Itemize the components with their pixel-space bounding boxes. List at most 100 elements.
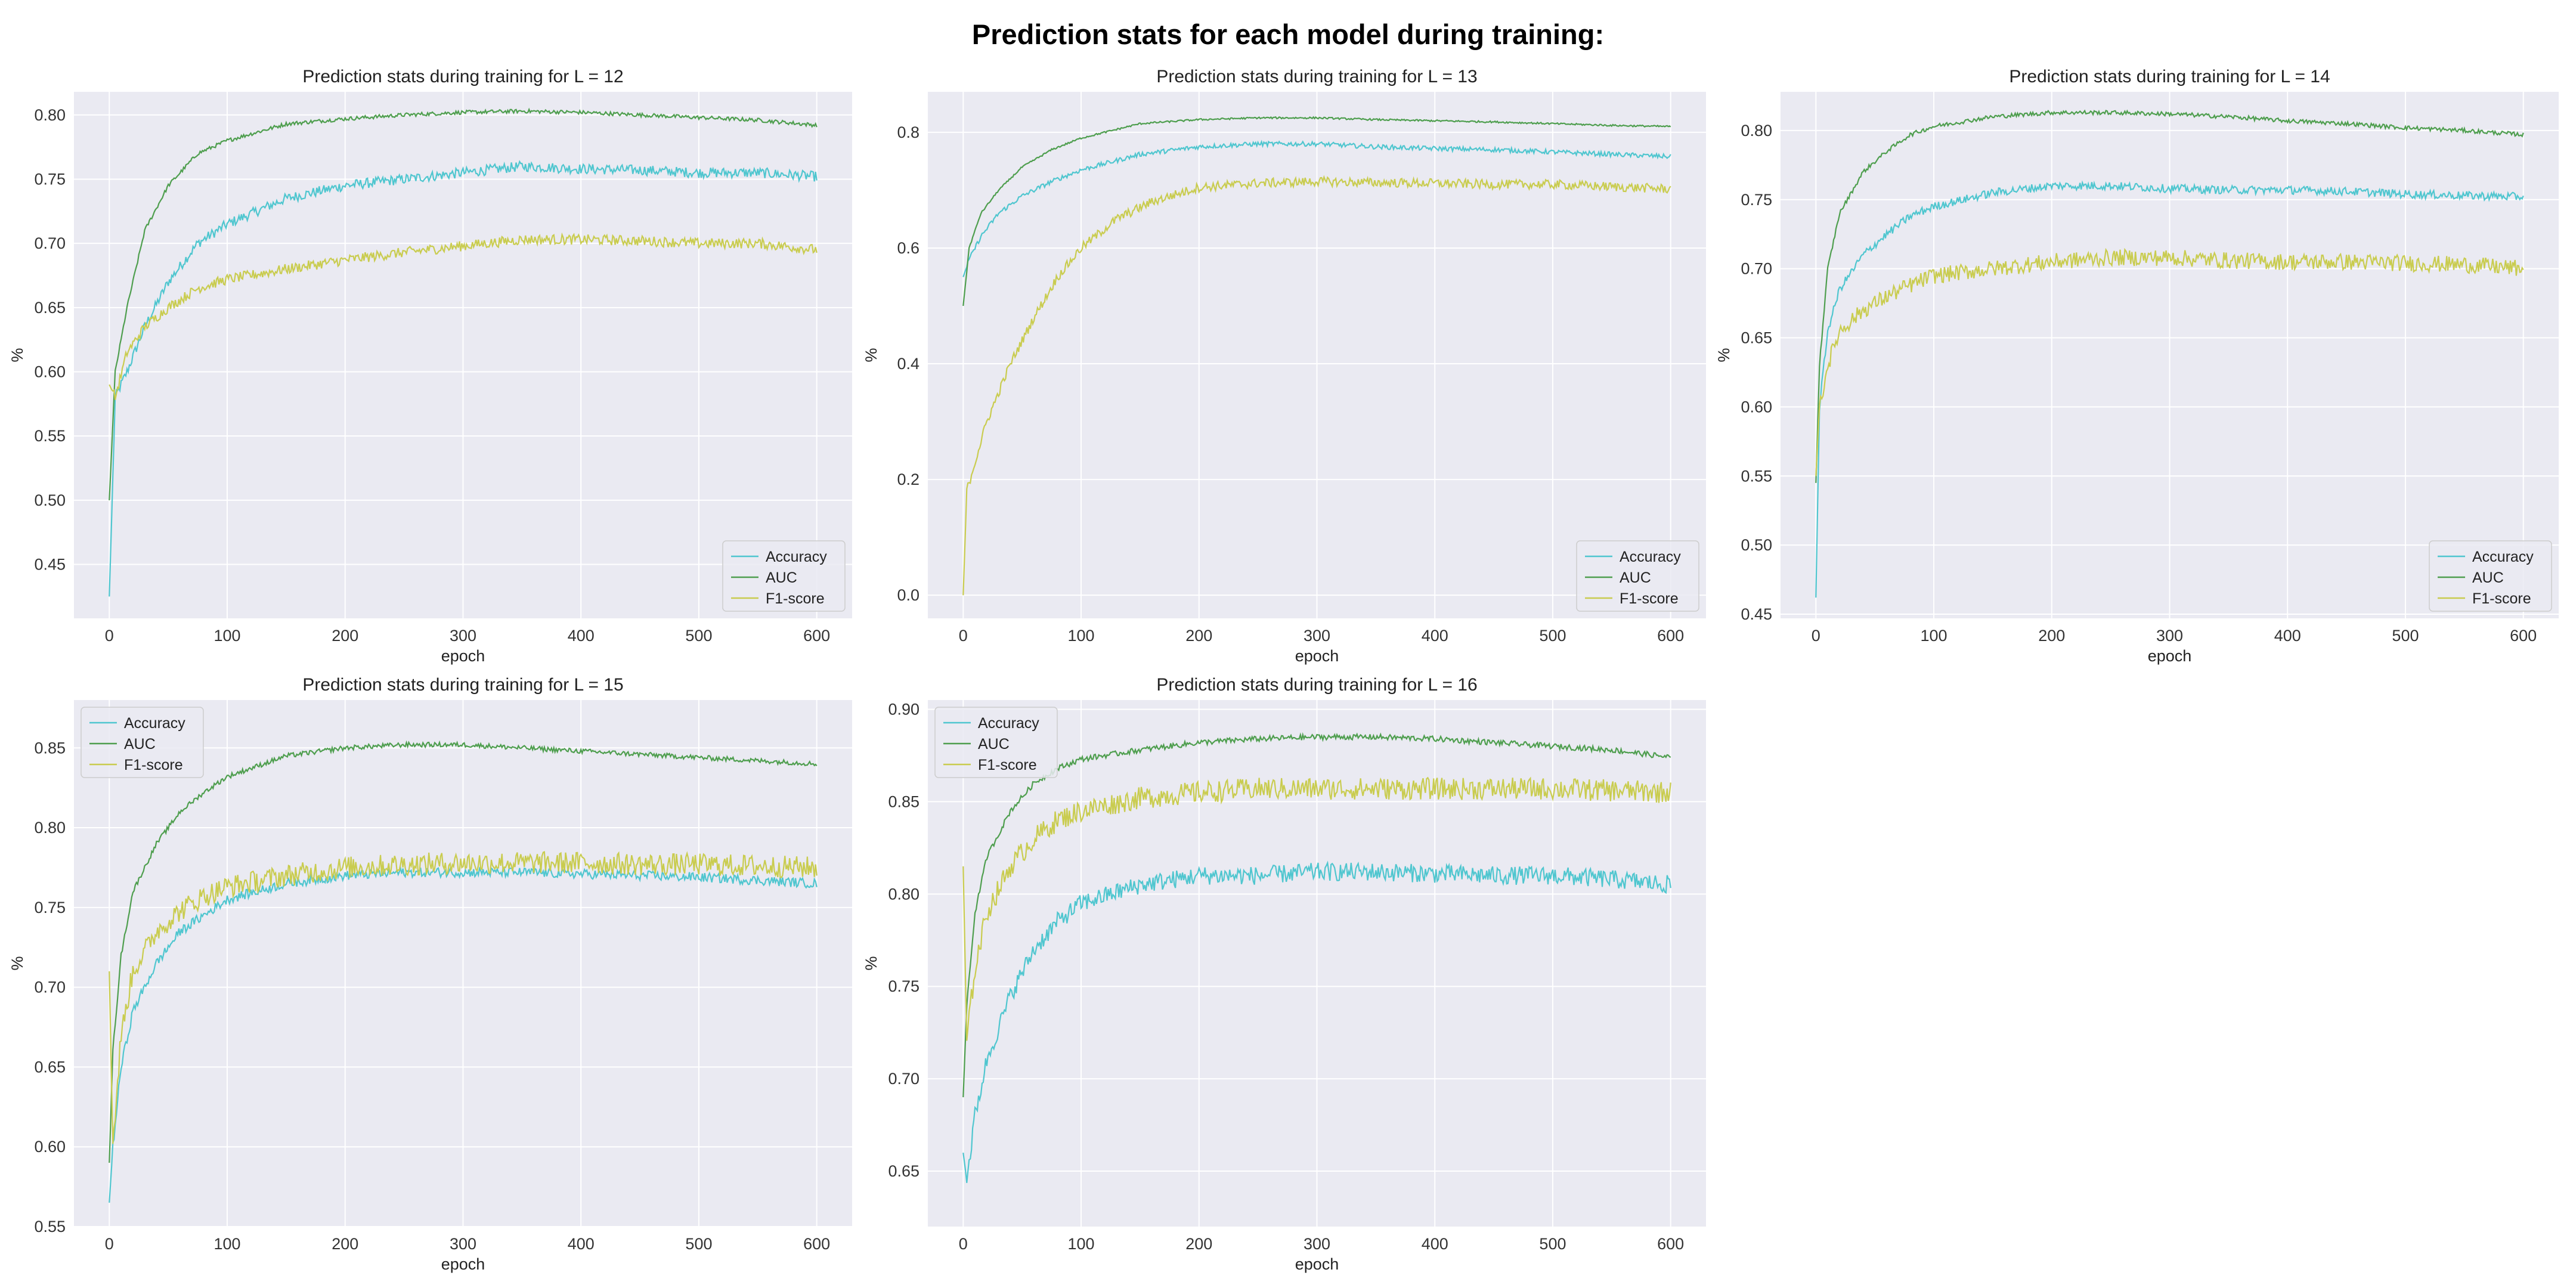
chart-title: Prediction stats during training for L =… <box>302 67 623 86</box>
x-tick-label: 500 <box>2392 627 2419 645</box>
series-line-f1-score <box>109 851 818 1144</box>
series-line-accuracy <box>109 865 818 1203</box>
series-line-auc <box>962 116 1671 306</box>
y-tick-label: 0.85 <box>34 739 66 757</box>
y-tick-label: 0.75 <box>1741 191 1772 209</box>
series-line-auc <box>1815 109 2524 483</box>
legend-label: AUC <box>1620 569 1651 586</box>
legend-box <box>722 540 846 612</box>
chart-title: Prediction stats during training for L =… <box>2009 67 2330 86</box>
y-tick-label: 0.60 <box>34 363 66 380</box>
chart-panel-3: 0 100 200 300 400 500 600 0.45 0.50 0.55 0.60 0.65 0… <box>1715 67 2559 665</box>
x-tick-label: 300 <box>1304 1235 1330 1253</box>
chart-title: Prediction stats during training for L =… <box>1156 675 1477 695</box>
x-tick-label: 400 <box>2274 627 2301 645</box>
legend: Accuracy AUC F1-score <box>80 707 204 778</box>
y-tick-label: 0.70 <box>888 1070 919 1088</box>
x-tick-label: 0 <box>959 627 968 645</box>
series-line-f1-score <box>962 175 1671 596</box>
x-tick-label: 200 <box>1185 627 1212 645</box>
x-tick-label: 100 <box>1921 627 1948 645</box>
x-tick-label: 200 <box>2038 627 2065 645</box>
y-tick-label: 0.80 <box>1741 122 1772 140</box>
series-line-f1-score <box>1815 247 2524 476</box>
series-line-f1-score <box>109 232 818 400</box>
x-tick-label: 400 <box>1422 1235 1448 1253</box>
y-tick-label: 0.85 <box>888 792 919 810</box>
y-tick-label: 0.50 <box>34 491 66 509</box>
x-tick-label: 500 <box>1539 1235 1566 1253</box>
x-axis-label: epoch <box>1295 647 1339 665</box>
x-tick-label: 300 <box>450 1235 476 1253</box>
y-tick-label: 0.80 <box>888 885 919 903</box>
y-tick-label: 0.65 <box>1741 329 1772 347</box>
x-tick-label: 200 <box>1185 1235 1212 1253</box>
y-tick-label: 0.8 <box>897 123 919 141</box>
y-tick-label: 0.80 <box>34 106 66 124</box>
x-tick-label: 100 <box>1068 627 1095 645</box>
chart-panel-1: 0 100 200 300 400 500 600 0.45 0.50 0.55 0.60 0.65 0… <box>8 67 852 665</box>
y-tick-label: 0.70 <box>34 979 66 996</box>
y-tick-label: 0.55 <box>34 1218 66 1236</box>
legend-label: Accuracy <box>124 715 185 732</box>
x-tick-label: 0 <box>105 1235 114 1253</box>
x-tick-label: 500 <box>1539 627 1566 645</box>
y-tick-label: 0.70 <box>1741 260 1772 278</box>
y-axis-label: % <box>1715 348 1733 362</box>
legend-box <box>1576 540 1699 612</box>
y-tick-label: 0.75 <box>34 170 66 188</box>
x-tick-label: 400 <box>1422 627 1448 645</box>
x-tick-label: 600 <box>803 627 830 645</box>
legend-label: F1-score <box>766 590 825 607</box>
y-tick-label: 0.90 <box>888 700 919 718</box>
legend-box <box>80 707 204 778</box>
chart-title: Prediction stats during training for L =… <box>302 675 623 695</box>
x-tick-label: 200 <box>332 627 358 645</box>
y-tick-label: 0.2 <box>897 470 919 488</box>
y-tick-label: 0.4 <box>897 355 919 373</box>
x-tick-label: 600 <box>2510 627 2537 645</box>
y-tick-label: 0.80 <box>34 819 66 837</box>
x-tick-label: 400 <box>568 627 595 645</box>
y-axis-label: % <box>8 956 26 970</box>
y-tick-label: 0.55 <box>34 427 66 445</box>
y-tick-label: 0.60 <box>34 1138 66 1156</box>
legend-label: AUC <box>2472 569 2504 586</box>
x-tick-label: 400 <box>568 1235 595 1253</box>
x-axis-label: epoch <box>1295 1255 1339 1273</box>
series-line-accuracy <box>962 140 1671 277</box>
x-tick-label: 0 <box>1812 627 1820 645</box>
series-line-accuracy <box>1815 180 2524 598</box>
x-tick-label: 100 <box>1068 1235 1095 1253</box>
y-tick-label: 0.45 <box>34 556 66 574</box>
chart-panel-4: 0 100 200 300 400 500 600 0.55 0.60 0.65 0.70 0.75 0… <box>8 675 852 1273</box>
y-tick-label: 0.75 <box>34 899 66 917</box>
y-tick-label: 0.70 <box>34 234 66 252</box>
x-tick-label: 0 <box>105 627 114 645</box>
legend-label: Accuracy <box>766 549 827 565</box>
x-tick-label: 600 <box>1657 1235 1684 1253</box>
series-line-accuracy <box>962 860 1671 1183</box>
x-tick-label: 100 <box>214 1235 241 1253</box>
chart-panel-5: 0 100 200 300 400 500 600 0.65 0.70 0.75 0.80 0.85 0… <box>862 675 1706 1273</box>
y-tick-label: 0.0 <box>897 586 919 604</box>
legend-label: F1-score <box>1620 590 1679 607</box>
y-tick-label: 0.75 <box>888 977 919 995</box>
y-axis-label: % <box>862 348 880 362</box>
x-axis-label: epoch <box>441 647 485 665</box>
legend-box <box>934 707 1058 778</box>
series-line-auc <box>109 107 818 500</box>
x-tick-label: 500 <box>685 627 712 645</box>
x-tick-label: 600 <box>803 1235 830 1253</box>
legend: Accuracy AUC F1-score <box>722 540 846 612</box>
chart-panel-2: 0 100 200 300 400 500 600 0.0 0.2 0.4 0.6 0.8 Predic… <box>862 67 1706 665</box>
y-tick-label: 0.65 <box>34 299 66 317</box>
legend-label: Accuracy <box>1620 549 1681 565</box>
legend-label: AUC <box>766 569 797 586</box>
y-axis-label: % <box>862 956 880 970</box>
legend-label: F1-score <box>2472 590 2531 607</box>
x-tick-label: 300 <box>2156 627 2183 645</box>
x-tick-label: 300 <box>1304 627 1330 645</box>
legend-label: Accuracy <box>978 715 1039 732</box>
